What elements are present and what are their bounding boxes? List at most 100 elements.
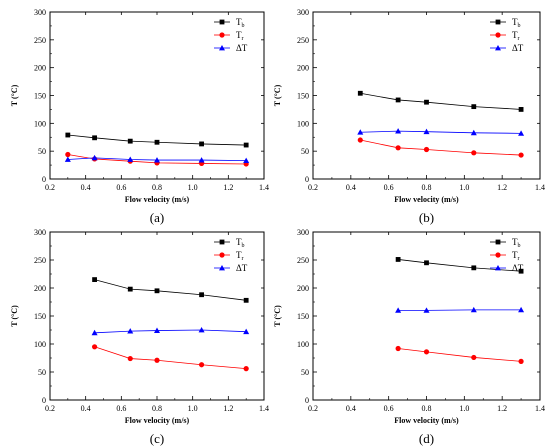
- legend-marker-Tr: [495, 252, 501, 258]
- legend-marker-dT: [219, 265, 225, 271]
- data-point-Tb: [424, 260, 429, 266]
- legend-label: Tb: [236, 237, 245, 249]
- legend-marker-dT: [495, 45, 501, 51]
- data-point-Tr: [518, 358, 524, 364]
- y-tick-label: 150: [34, 312, 46, 321]
- plot-frame: [49, 11, 265, 180]
- y-tick-label: 250: [297, 36, 309, 45]
- x-tick-label: 0.8: [422, 404, 432, 413]
- data-point-dT: [470, 129, 477, 136]
- x-tick-label: 1.4: [535, 183, 545, 192]
- legend-subscript: r: [242, 256, 244, 262]
- x-tick-label: 0.2: [308, 404, 318, 413]
- y-tick-label: 150: [297, 92, 309, 101]
- chart-panel-1: 0.2 0.4 0.6 0.8 1.0 1.2 1.4 0 50 100 150 200 250 300 F…: [10, 8, 269, 225]
- legend-marker-dT: [495, 265, 501, 271]
- x-tick-label: 0.6: [384, 404, 394, 413]
- x-tick-label: 0.6: [116, 183, 126, 192]
- chart-panel-4: 0.2 0.4 0.6 0.8 1.0 1.2 1.4 0 50 100 150 200 250 300 F…: [273, 228, 545, 446]
- data-point-Tb: [154, 288, 160, 294]
- data-point-dT: [198, 327, 205, 333]
- data-point-dT: [243, 328, 250, 335]
- data-point-Tr: [423, 349, 430, 355]
- y-tick-label: 150: [34, 92, 46, 101]
- data-point-dT: [243, 157, 250, 164]
- x-tick-label: 1.4: [259, 183, 269, 192]
- x-tick-label: 0.4: [81, 183, 91, 192]
- legend-label: Tr: [512, 30, 520, 42]
- data-point-dT: [198, 157, 205, 163]
- plot-frame: [312, 231, 541, 401]
- y-axis-label: T (°C): [10, 305, 19, 327]
- x-tick-label: 0.2: [45, 183, 55, 192]
- data-point-Tb: [424, 99, 429, 105]
- data-point-dT: [154, 327, 160, 333]
- data-point-Tb: [471, 265, 477, 271]
- data-point-Tb: [65, 132, 71, 138]
- legend-label: Tb: [512, 17, 521, 29]
- y-tick-label: 100: [34, 119, 46, 128]
- data-point-Tr: [65, 151, 71, 158]
- data-point-Tb: [357, 90, 363, 96]
- legend-marker-dT: [219, 45, 225, 51]
- y-tick-label: 50: [38, 147, 46, 156]
- series-line-Tb: [360, 92, 522, 110]
- y-tick-label: 250: [34, 256, 46, 265]
- data-point-Tb: [518, 107, 524, 112]
- legend-label: Tb: [236, 17, 245, 29]
- series-line-Tb: [67, 134, 247, 146]
- x-tick-label: 1.2: [497, 183, 507, 192]
- data-point-Tr: [423, 146, 430, 153]
- data-point-Tb: [199, 292, 204, 298]
- series-line-Tr: [398, 348, 522, 362]
- panel-label: (a): [150, 210, 164, 225]
- legend-marker-Tb: [495, 239, 501, 245]
- legend-label: ΔT: [236, 43, 248, 53]
- x-tick-label: 0.6: [116, 404, 126, 413]
- legend-subscript: b: [518, 23, 521, 29]
- x-tick-label: 0.2: [308, 183, 318, 192]
- x-tick-label: 1.0: [188, 183, 198, 192]
- data-point-dT: [395, 307, 402, 313]
- panel-label: (b): [419, 210, 434, 225]
- legend-label: Tr: [236, 250, 244, 262]
- y-tick-label: 50: [301, 147, 309, 156]
- y-tick-label: 0: [305, 175, 309, 184]
- chart-panel-3: 0.2 0.4 0.6 0.8 1.0 1.2 1.4 0 50 100 150 200 250 300 F…: [10, 228, 269, 446]
- x-tick-label: 1.0: [459, 404, 469, 413]
- data-point-Tr: [395, 345, 401, 352]
- x-axis-label: Flow velocity (m/s): [394, 195, 459, 204]
- y-tick-label: 200: [297, 284, 309, 293]
- data-point-Tb: [127, 286, 133, 292]
- legend-marker-Tb: [219, 19, 225, 25]
- legend-marker-Tb: [219, 239, 225, 245]
- legend-subscript: b: [242, 243, 245, 249]
- legend-marker-Tr: [495, 32, 501, 38]
- x-tick-label: 0.8: [152, 404, 162, 413]
- data-point-Tb: [127, 138, 133, 144]
- y-tick-label: 0: [42, 175, 46, 184]
- x-axis-label: Flow velocity (m/s): [394, 416, 459, 425]
- data-point-Tr: [471, 150, 477, 156]
- data-point-Tb: [199, 141, 204, 147]
- data-point-Tr: [471, 354, 477, 361]
- x-tick-label: 1.0: [188, 404, 198, 413]
- y-tick-label: 200: [34, 64, 46, 73]
- legend-label: Tr: [236, 30, 244, 42]
- data-point-dT: [154, 157, 160, 163]
- data-point-dT: [423, 128, 430, 135]
- x-tick-label: 1.4: [535, 404, 545, 413]
- y-tick-label: 250: [34, 36, 46, 45]
- data-point-Tb: [92, 277, 97, 282]
- data-point-Tb: [518, 268, 524, 274]
- data-point-Tr: [243, 366, 249, 372]
- legend-label: Tb: [512, 237, 521, 249]
- y-tick-label: 100: [297, 119, 309, 128]
- series-line-Tb: [398, 259, 522, 272]
- series-line-dT: [67, 157, 247, 162]
- x-tick-label: 1.0: [459, 183, 469, 192]
- series-line-Tb: [94, 279, 247, 301]
- x-tick-label: 1.2: [223, 404, 233, 413]
- panel-label: (c): [150, 431, 164, 446]
- legend-subscript: r: [518, 36, 520, 42]
